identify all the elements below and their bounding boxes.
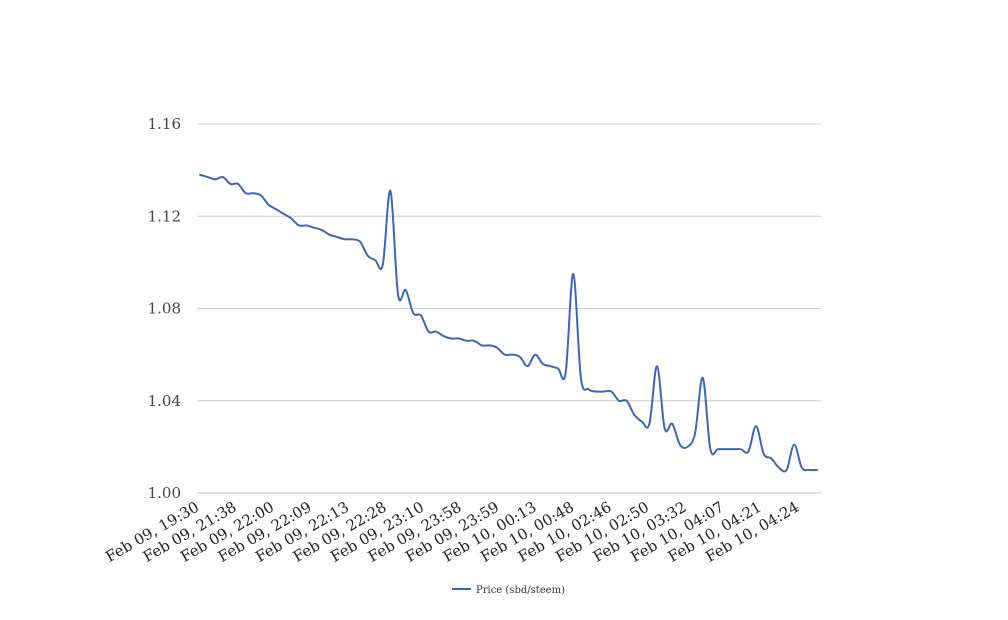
y-tick-label: 1.08 xyxy=(148,300,181,318)
y-tick-label: 1.16 xyxy=(148,115,181,133)
y-tick-label: 1.12 xyxy=(148,207,181,225)
legend: Price (sbd/steem) xyxy=(452,585,565,596)
gridlines xyxy=(197,123,821,494)
legend-label: Price (sbd/steem) xyxy=(476,585,565,596)
y-axis-ticks: 1.00 1.04 1.08 1.12 1.16 xyxy=(148,115,181,502)
y-tick-label: 1.04 xyxy=(148,392,181,410)
series-lines xyxy=(199,173,818,473)
y-tick-label: 1.00 xyxy=(148,484,181,502)
series-line xyxy=(199,173,818,473)
